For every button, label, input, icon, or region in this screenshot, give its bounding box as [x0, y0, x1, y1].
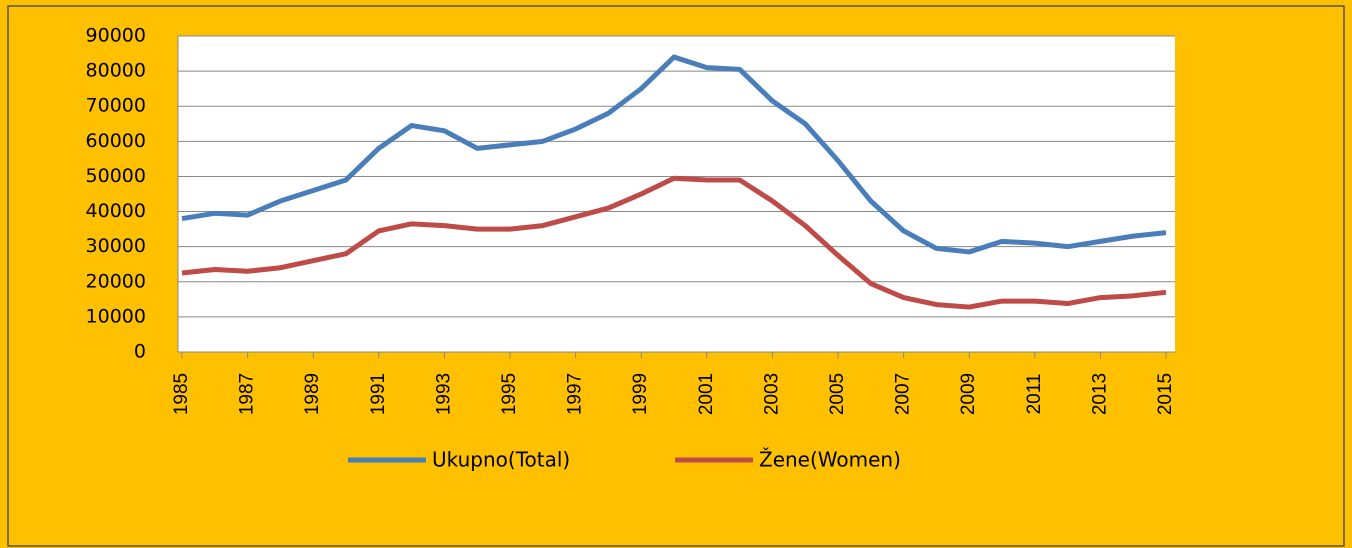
x-tick-label: 1999: [630, 373, 651, 415]
x-tick-label: 1995: [499, 373, 520, 415]
x-tick-label: 2007: [893, 373, 914, 415]
x-tick-label: 2015: [1155, 373, 1176, 415]
x-tick-label: 2011: [1024, 374, 1045, 415]
x-tick-label: 2005: [827, 373, 848, 415]
series-line: [181, 175, 1167, 310]
legend-label: Žene(Women): [759, 448, 901, 472]
x-tick-label: 1993: [433, 373, 454, 415]
y-tick-label: 90000: [86, 25, 146, 47]
x-tick-label: 1989: [302, 373, 323, 415]
plot-area: [178, 36, 1175, 352]
x-tick-label: 2009: [958, 373, 979, 415]
y-tick-label: 0: [134, 341, 146, 363]
y-tick-label: 50000: [86, 165, 146, 187]
x-tick-label: 1991: [368, 373, 389, 415]
legend-label: Ukupno(Total): [432, 448, 570, 472]
series-line: [181, 54, 1167, 255]
y-tick-label: 60000: [86, 130, 146, 152]
y-tick-label: 30000: [86, 235, 146, 257]
y-tick-label: 80000: [86, 60, 146, 82]
y-tick-label: 10000: [86, 305, 146, 327]
frame: [7, 5, 1345, 547]
x-tick-label: 1997: [565, 373, 586, 415]
y-tick-label: 70000: [86, 95, 146, 117]
x-tick-label: 2003: [761, 373, 782, 415]
x-tick-label: 1987: [237, 373, 258, 415]
x-tick-label: 1985: [171, 373, 192, 415]
x-tick-label: 2001: [696, 373, 717, 415]
y-tick-label: 20000: [86, 270, 146, 292]
x-tick-label: 2013: [1089, 373, 1110, 415]
y-tick-label: 40000: [86, 200, 146, 222]
